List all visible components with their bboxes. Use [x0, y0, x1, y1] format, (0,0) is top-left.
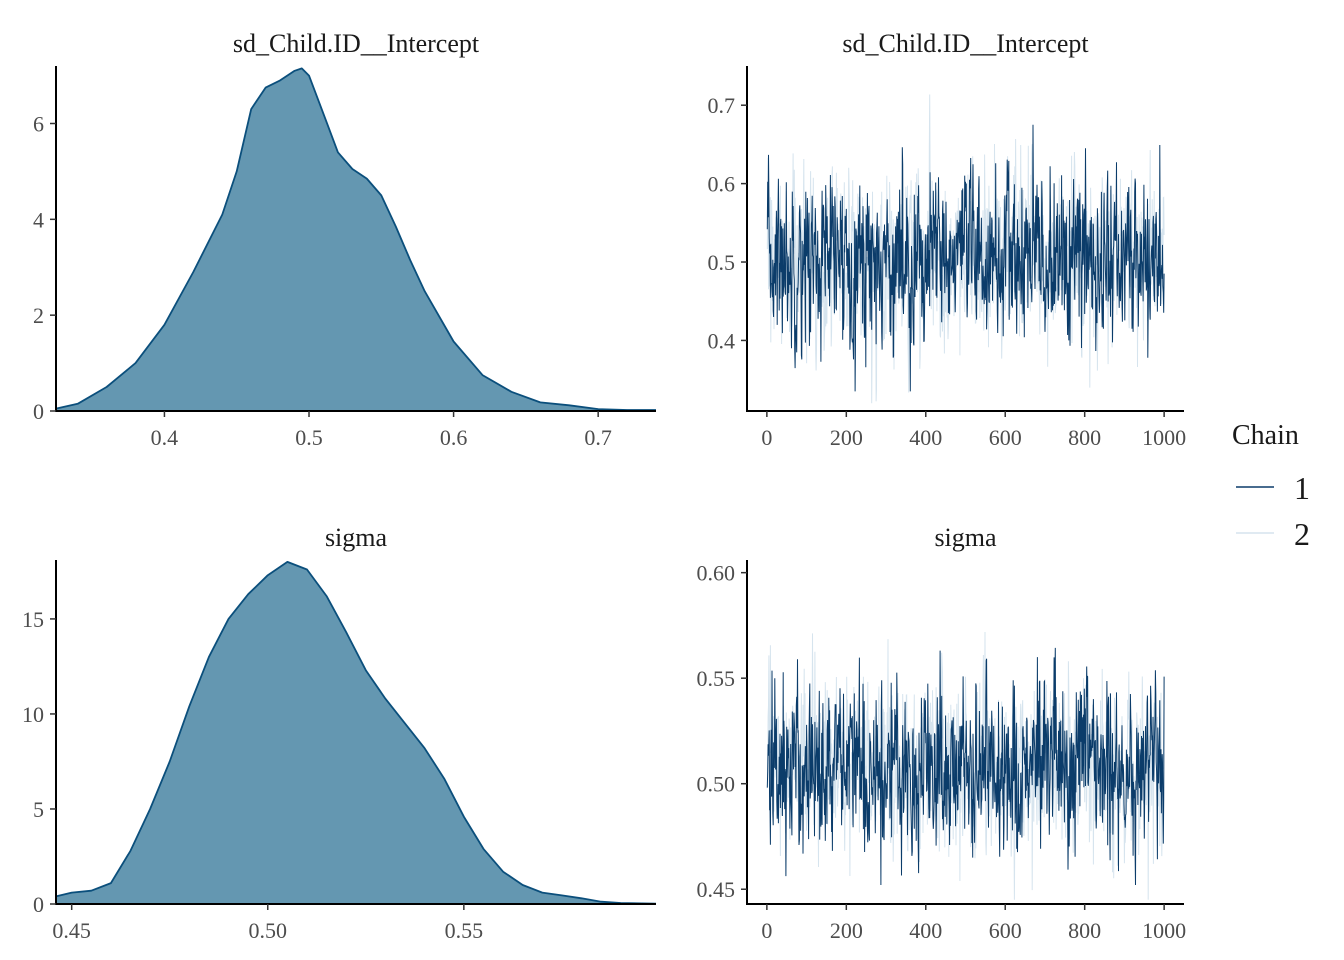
x-tick-label: 1000	[1142, 918, 1186, 943]
density-curve	[55, 67, 656, 411]
y-tick-label: 2	[33, 303, 44, 328]
x-tick-label: 0.6	[440, 425, 468, 450]
panel-title: sd_Child.ID__Intercept	[233, 29, 480, 58]
y-tick-label: 0.50	[697, 772, 736, 797]
x-tick-label: 0	[761, 918, 772, 943]
y-tick-label: 0	[33, 399, 44, 424]
y-tick-label: 15	[22, 607, 44, 632]
panel-title: sigma	[325, 523, 388, 552]
x-tick-label: 200	[830, 918, 863, 943]
x-tick-label: 0.45	[52, 918, 91, 943]
legend: Chain 1 2	[1232, 420, 1310, 552]
trace-chain-2	[766, 94, 1165, 404]
trace-chain-2	[766, 631, 1165, 900]
density-area	[56, 68, 656, 412]
x-tick-label: 600	[989, 425, 1022, 450]
panel-title: sd_Child.ID__Intercept	[842, 29, 1089, 58]
x-tick-label: 0.50	[249, 918, 288, 943]
x-tick-label: 200	[830, 425, 863, 450]
y-tick-label: 0.7	[708, 93, 736, 118]
trace-chain-1	[766, 647, 1165, 886]
x-tick-label: 0.55	[445, 918, 484, 943]
x-tick-label: 0.5	[295, 425, 323, 450]
y-tick-label: 5	[33, 797, 44, 822]
panel-3: sigma 0.45 0.50 0.55 0 5 10 15	[22, 523, 657, 943]
x-tick-label: 400	[909, 918, 942, 943]
y-tick-label: 0.60	[697, 561, 736, 586]
y-tick-label: 0	[33, 892, 44, 917]
panel-4: sigma 0 200 400 600 800 1000 0.45 0.50 0.55 0.60	[697, 523, 1187, 943]
x-tick-label: 600	[989, 918, 1022, 943]
legend-title: Chain	[1232, 420, 1299, 451]
y-tick-label: 10	[22, 702, 44, 727]
panel-title: sigma	[934, 523, 997, 552]
x-tick-label: 0.4	[151, 425, 179, 450]
y-tick-label: 0.4	[708, 328, 736, 353]
x-tick-label: 400	[909, 425, 942, 450]
legend-label-chain-1: 1	[1294, 470, 1310, 506]
y-tick-label: 6	[33, 112, 44, 137]
density-curve	[55, 561, 657, 905]
y-tick-label: 0.6	[708, 172, 736, 197]
y-tick-label: 0.5	[708, 250, 736, 275]
trace-chain-1	[766, 124, 1165, 392]
x-tick-label: 0.7	[584, 425, 612, 450]
legend-label-chain-2: 2	[1294, 516, 1310, 552]
panel-2: sd_Child.ID__Intercept 0 200 400 600 800 1000 0…	[708, 29, 1187, 450]
x-tick-label: 800	[1068, 918, 1101, 943]
y-tick-label: 0.55	[697, 666, 736, 691]
y-tick-label: 4	[33, 207, 44, 232]
y-tick-label: 0.45	[697, 877, 736, 902]
x-tick-label: 800	[1068, 425, 1101, 450]
density-area	[56, 561, 656, 904]
x-tick-label: 1000	[1142, 425, 1186, 450]
x-tick-label: 0	[761, 425, 772, 450]
panel-1: sd_Child.ID__Intercept 0.4 0.5 0.6 0.7 0 2 4 6	[33, 29, 656, 450]
